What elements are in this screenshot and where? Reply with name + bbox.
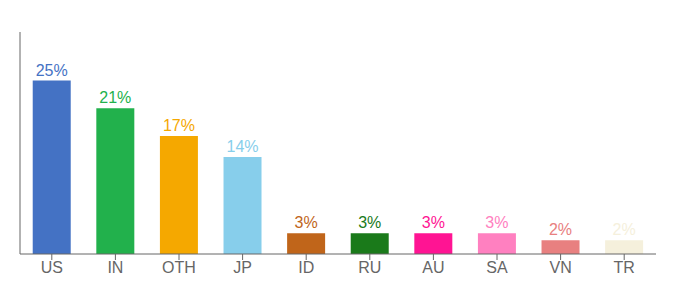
svg-text:21%: 21% xyxy=(99,89,131,106)
svg-text:3%: 3% xyxy=(295,214,318,231)
svg-text:25%: 25% xyxy=(36,62,68,79)
svg-text:3%: 3% xyxy=(422,214,445,231)
svg-text:ID: ID xyxy=(298,259,314,276)
svg-text:3%: 3% xyxy=(358,214,381,231)
svg-text:TR: TR xyxy=(614,259,635,276)
svg-text:AU: AU xyxy=(422,259,444,276)
svg-text:RU: RU xyxy=(358,259,381,276)
svg-text:17%: 17% xyxy=(163,117,195,134)
svg-text:VN: VN xyxy=(549,259,571,276)
svg-text:2%: 2% xyxy=(613,221,636,238)
svg-text:14%: 14% xyxy=(227,138,259,155)
svg-text:2%: 2% xyxy=(549,221,572,238)
svg-text:JP: JP xyxy=(233,259,252,276)
svg-text:3%: 3% xyxy=(485,214,508,231)
svg-text:SA: SA xyxy=(486,259,508,276)
svg-text:US: US xyxy=(41,259,63,276)
svg-text:OTH: OTH xyxy=(162,259,196,276)
svg-text:IN: IN xyxy=(107,259,123,276)
